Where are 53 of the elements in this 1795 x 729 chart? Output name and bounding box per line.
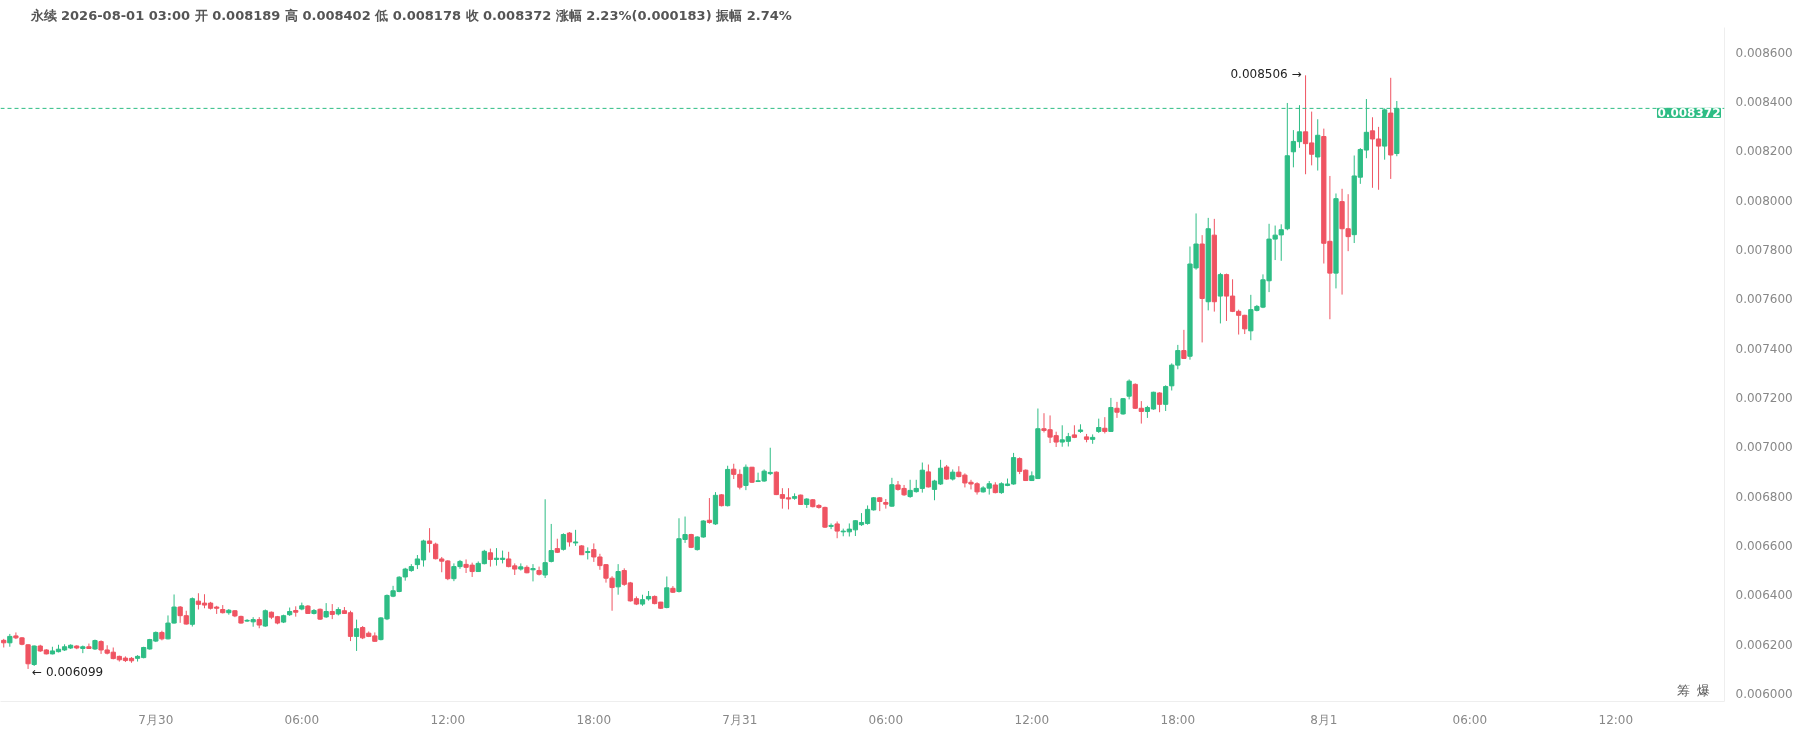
y-tick-label: 0.006200 [1735, 637, 1793, 652]
candlestick [548, 523, 554, 563]
candlestick [743, 464, 749, 491]
ref-line-label: 0.008372 [1657, 106, 1721, 121]
y-tick-label: 0.007400 [1735, 341, 1793, 356]
x-tick-label: 7月30 [138, 712, 174, 727]
candlestick [828, 522, 834, 530]
candlestick [487, 548, 494, 568]
x-tick-label: 06:00 [284, 712, 320, 727]
candlestick [1315, 118, 1321, 172]
candlestick [1126, 378, 1132, 400]
x-tick-label: 7月31 [722, 712, 758, 727]
candlestick [31, 645, 37, 667]
y-tick-label: 0.008000 [1735, 193, 1793, 208]
chart-title: 永续 2026-08-01 03:00 开 0.008189 高 0.008402 低 0.008178 收 0.008372 涨幅 2.23%(0.000183) 振幅 2.74% [29, 7, 792, 23]
x-tick-label: 12:00 [1014, 712, 1050, 727]
annotation: ← 0.006099 [32, 664, 104, 679]
candlestick [925, 464, 932, 488]
candlestick [615, 563, 621, 596]
y-tick-label: 0.007800 [1735, 242, 1793, 257]
candlestick [426, 527, 433, 554]
y-tick-label: 0.008400 [1735, 94, 1793, 109]
x-tick-label: 18:00 [1160, 712, 1196, 727]
candlestick [353, 619, 360, 652]
candlestick [664, 575, 670, 609]
y-tick-label: 0.006800 [1735, 489, 1793, 504]
annotation: 0.008506 → [1230, 67, 1302, 82]
y-tick-label: 0.007200 [1735, 390, 1793, 405]
x-tick-label: 12:00 [1598, 712, 1634, 727]
y-tick-label: 0.006600 [1735, 538, 1793, 553]
candlestick [1108, 397, 1114, 433]
x-tick-label: 06:00 [1452, 712, 1488, 727]
candlestick [1114, 401, 1120, 419]
candlestick [889, 477, 895, 508]
candlestick [1217, 272, 1224, 324]
y-tick-label: 0.007600 [1735, 292, 1793, 307]
annotation: 爆 [1696, 682, 1710, 698]
candlestick [542, 498, 548, 579]
x-tick-label: 06:00 [868, 712, 904, 727]
y-tick-label: 0.008200 [1735, 144, 1793, 159]
x-tick-label: 18:00 [576, 712, 612, 727]
candlestick [1181, 329, 1187, 360]
y-tick-label: 0.007000 [1735, 440, 1793, 455]
candlestick [1156, 391, 1163, 413]
candlestick [1163, 384, 1169, 412]
y-tick-label: 0.008600 [1735, 45, 1793, 60]
x-tick-label: 8月1 [1310, 712, 1338, 727]
annotation: 筹 [1676, 682, 1690, 698]
y-tick-label: 0.006400 [1735, 588, 1793, 603]
candlestick [706, 497, 713, 525]
x-tick-label: 12:00 [430, 712, 466, 727]
y-tick-label: 0.006000 [1735, 686, 1793, 701]
candlestick [530, 563, 536, 582]
